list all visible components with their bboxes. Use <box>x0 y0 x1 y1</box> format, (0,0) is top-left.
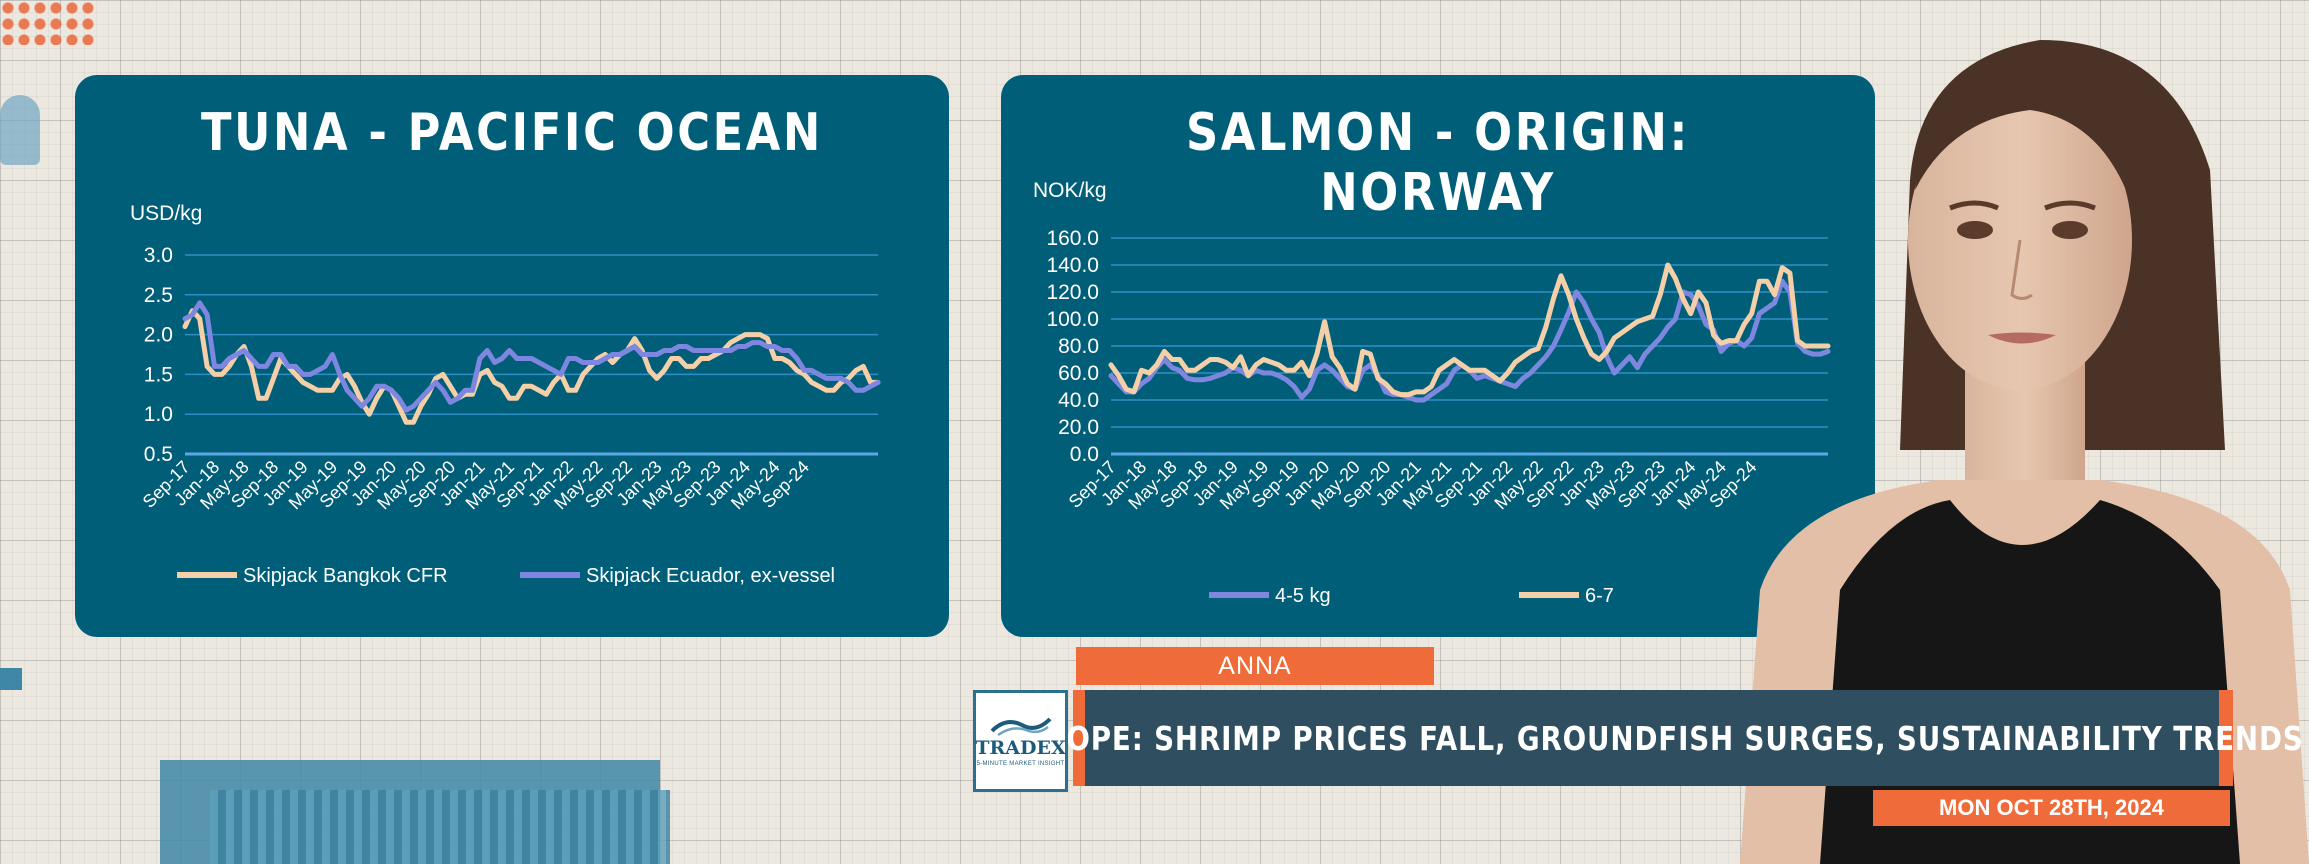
tradex-logo: TRADEX 5-MINUTE MARKET INSIGHT <box>973 690 1068 792</box>
tuna-legend-label: Skipjack Bangkok CFR <box>243 565 448 587</box>
tuna-series-line-1 <box>182 308 881 425</box>
decorative-dots <box>0 0 95 45</box>
salmon-y-tick-label: 80.0 <box>1058 335 1099 358</box>
salmon-y-tick-label: 140.0 <box>1046 254 1099 277</box>
salmon-y-unit: NOK/kg <box>1033 179 1107 202</box>
tuna-y-tick-label: 1.5 <box>144 363 173 386</box>
decorative-square <box>0 668 22 690</box>
salmon-y-tick-label: 60.0 <box>1058 362 1099 385</box>
tuna-y-tick-label: 2.0 <box>144 324 173 347</box>
logo-subtitle: 5-MINUTE MARKET INSIGHT <box>976 761 1065 767</box>
tuna-y-tick-label: 1.0 <box>144 403 173 426</box>
logo-name: TRADEX <box>975 737 1066 759</box>
salmon-legend-label: 6-7 <box>1585 585 1614 607</box>
salmon-y-tick-label: 100.0 <box>1046 308 1099 331</box>
headline-panel: EUROPE: SHRIMP PRICES FALL, GROUNDFISH S… <box>1001 690 2302 786</box>
tuna-series-line-2 <box>182 300 881 413</box>
salmon-y-tick-label: 0.0 <box>1070 443 1099 466</box>
salmon-y-tick-label: 120.0 <box>1046 281 1099 304</box>
tuna-chart-title: TUNA - PACIFIC OCEAN <box>201 103 823 163</box>
headline-text: EUROPE: SHRIMP PRICES FALL, GROUNDFISH S… <box>1000 718 2304 758</box>
decorative-figure <box>0 95 40 165</box>
salmon-y-tick-label: 20.0 <box>1058 416 1099 439</box>
salmon-y-tick-label: 40.0 <box>1058 389 1099 412</box>
salmon-legend-label: 4-5 kg <box>1275 585 1331 607</box>
tuna-y-tick-label: 3.0 <box>144 244 173 267</box>
tuna-chart-panel: TUNA - PACIFIC OCEAN USD/kg 0.5 1.0 1.5 2.0… <box>75 75 949 637</box>
wave-logo-icon <box>990 717 1051 737</box>
decorative-stripes <box>210 790 670 864</box>
tuna-line-chart: 0.51.01.52.02.53.0Sep-17Jan-18May-18Sep-… <box>139 244 881 587</box>
presenter-name-tag: ANNA <box>1076 647 1434 685</box>
broadcast-date: MON OCT 28TH, 2024 <box>1873 790 2230 826</box>
tuna-y-tick-label: 0.5 <box>144 443 173 466</box>
headline-bar: EUROPE: SHRIMP PRICES FALL, GROUNDFISH S… <box>1001 690 2302 786</box>
tuna-legend-label: Skipjack Ecuador, ex-vessel <box>586 565 835 587</box>
salmon-series-line-2 <box>1108 262 1831 398</box>
salmon-y-tick-label: 160.0 <box>1046 227 1099 250</box>
salmon-chart-title: SALMON - ORIGIN: NORWAY <box>1186 103 1690 223</box>
salmon-chart-panel: SALMON - ORIGIN: NORWAY NOK/kg 0.0 20.0 40… <box>1001 75 1875 637</box>
tuna-y-tick-label: 2.5 <box>144 284 173 307</box>
tuna-y-unit: USD/kg <box>130 202 203 225</box>
salmon-line-chart: 0.020.040.060.080.0100.0120.0140.0160.0S… <box>1046 227 1831 607</box>
